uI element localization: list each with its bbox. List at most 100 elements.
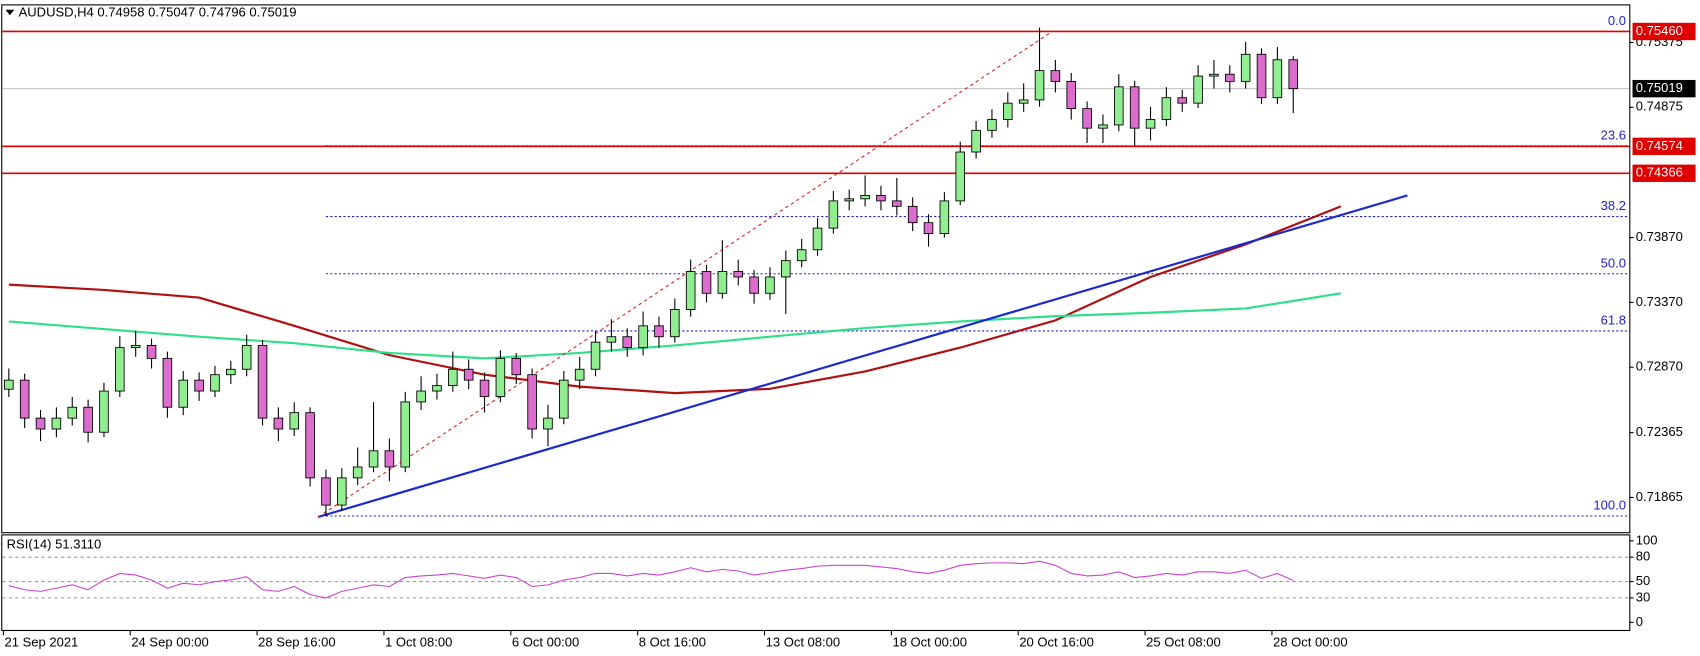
candle-body <box>1018 99 1029 104</box>
price-box-label: 0.74574 <box>1636 138 1683 153</box>
candle-body <box>733 271 744 278</box>
candle-body <box>1129 86 1140 129</box>
candle-body <box>1256 53 1267 99</box>
price-box-label: 0.75460 <box>1636 23 1683 38</box>
rsi-tick-label: 0 <box>1636 614 1643 629</box>
candle-body <box>352 466 363 479</box>
price-box <box>1632 22 1696 41</box>
candle-body <box>289 412 300 430</box>
x-tick-label: 21 Sep 2021 <box>4 634 78 649</box>
menu-arrow <box>5 9 15 16</box>
candle-body <box>273 417 284 430</box>
candle-body <box>130 344 141 349</box>
candle-body <box>194 379 204 392</box>
fib-label: 100.0 <box>1593 498 1626 513</box>
candle-body <box>162 357 173 408</box>
candle-body <box>876 195 886 202</box>
price-box <box>1632 79 1696 98</box>
indicator-line <box>8 292 1341 360</box>
indicator-line <box>8 205 1342 395</box>
candle-body <box>305 412 315 479</box>
candle-body <box>654 325 664 338</box>
candle-body <box>955 151 966 202</box>
candle-body <box>1145 119 1156 129</box>
candle-body <box>4 379 14 390</box>
candle-body <box>559 379 569 419</box>
candle-body <box>543 417 553 430</box>
candle-body <box>670 309 680 338</box>
candle-body <box>51 417 62 430</box>
candle-body <box>781 260 791 278</box>
candle-body <box>971 129 981 153</box>
candle-body <box>321 477 331 506</box>
rsi-panel <box>1 534 1631 632</box>
candle-body <box>511 357 522 376</box>
rsi-line <box>8 560 1294 599</box>
candle-body <box>146 344 157 359</box>
candle-body <box>590 341 601 370</box>
candle-body <box>210 374 220 392</box>
price-box <box>1632 164 1696 182</box>
candle-body <box>527 374 537 430</box>
candle-body <box>812 227 823 251</box>
candle-body <box>1177 97 1188 104</box>
fib-label: 61.8 <box>1601 313 1626 328</box>
candle-body <box>463 368 474 381</box>
x-tick-label: 28 Oct 00:00 <box>1273 634 1348 649</box>
candle-body <box>1050 70 1061 82</box>
candle-body <box>1098 124 1108 129</box>
candle-body <box>35 417 46 430</box>
candle-body <box>432 385 442 392</box>
candle-body <box>987 119 997 131</box>
price-box <box>1632 137 1696 156</box>
price-panel <box>1 4 1631 534</box>
candle-body <box>765 276 775 294</box>
candle-body <box>1209 73 1219 77</box>
price-box-label: 0.75019 <box>1636 80 1683 95</box>
candle-body <box>115 347 125 392</box>
candle-body <box>828 200 839 229</box>
candle-body <box>860 195 870 200</box>
candle-body <box>685 271 696 310</box>
fib-label: 50.0 <box>1601 255 1626 270</box>
x-tick-label: 18 Oct 00:00 <box>892 634 967 649</box>
candle-body <box>368 450 379 468</box>
candle-body <box>1066 80 1077 110</box>
candle-body <box>574 368 585 381</box>
x-tick-label: 25 Oct 08:00 <box>1146 634 1221 649</box>
x-tick-label: 6 Oct 00:00 <box>512 634 579 649</box>
candle-body <box>495 357 506 397</box>
candle-body <box>416 390 426 403</box>
candle-body <box>1161 97 1172 120</box>
x-tick-label: 28 Sep 16:00 <box>258 634 335 649</box>
candle-body <box>337 477 347 506</box>
candle-body <box>622 336 633 349</box>
candle-body <box>749 276 759 294</box>
candle-body <box>1240 53 1251 82</box>
candle-body <box>1003 102 1013 120</box>
candle-body <box>701 271 712 294</box>
candle-body <box>892 200 902 207</box>
candle-body <box>939 200 950 234</box>
candle-body <box>257 344 268 419</box>
chart-title: AUDUSD,H4 0.74958 0.75047 0.74796 0.7501… <box>19 4 297 19</box>
candle-body <box>83 406 93 433</box>
candle-body <box>241 344 252 370</box>
candle-body <box>1288 59 1299 90</box>
candle-body <box>1034 70 1045 101</box>
x-tick-label: 24 Sep 00:00 <box>131 634 208 649</box>
candle-body <box>67 406 78 419</box>
y-tick-label: 0.73870 <box>1636 229 1683 244</box>
y-tick-label: 0.73370 <box>1636 294 1683 309</box>
rsi-tick-label: 80 <box>1636 549 1650 564</box>
rsi-tick-label: 100 <box>1636 532 1658 547</box>
candle-body <box>907 205 918 224</box>
candle-body <box>384 450 395 468</box>
candle-body <box>448 368 458 387</box>
candle-body <box>1272 59 1283 99</box>
candle-body <box>1225 73 1235 82</box>
x-tick-label: 1 Oct 08:00 <box>385 634 452 649</box>
candle-body <box>717 271 728 294</box>
